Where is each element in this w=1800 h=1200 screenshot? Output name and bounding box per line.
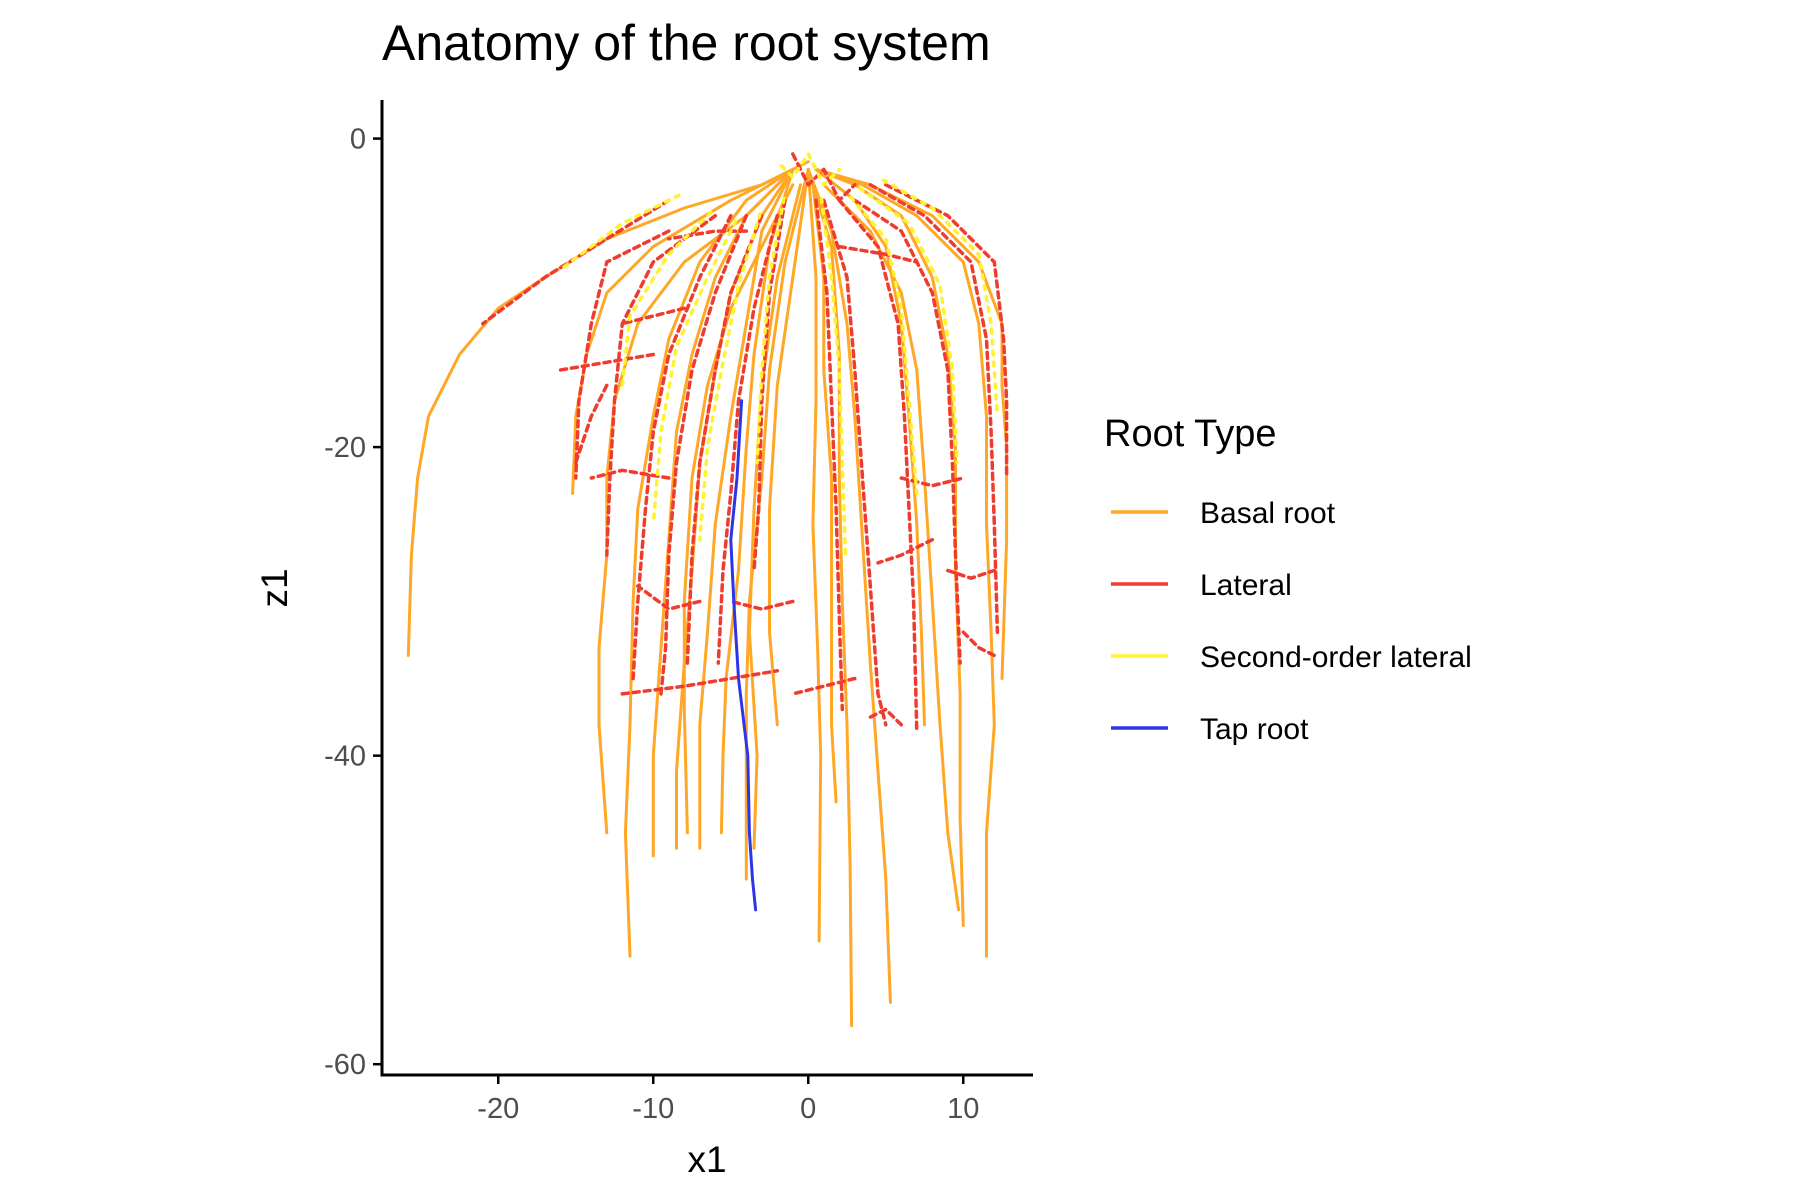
lateral-line <box>636 584 702 611</box>
legend-items: Basal root Lateral Second-order lateral Tap… <box>1111 497 1472 746</box>
lateral-line <box>574 229 671 480</box>
second-order-lateral-line <box>620 206 718 388</box>
y-tick-label: -20 <box>324 432 366 464</box>
legend-item-basal-root: Basal root <box>1111 497 1336 530</box>
lateral-line <box>752 198 787 573</box>
lateral-line <box>481 198 671 326</box>
basal-root-line <box>806 167 892 1004</box>
legend-label: Second-order lateral <box>1200 641 1472 674</box>
basal-root-line <box>698 167 795 850</box>
second-order-lateral-line <box>651 213 741 526</box>
tap-root-line <box>729 399 758 912</box>
legend-label: Lateral <box>1200 569 1292 602</box>
x-tick-label: -10 <box>632 1093 674 1125</box>
lateral-line <box>667 229 749 241</box>
lateral-line <box>899 476 966 488</box>
second-order-lateral-line <box>818 190 848 557</box>
legend-label: Tap root <box>1200 713 1309 746</box>
series-second-order-lateral <box>558 152 1000 557</box>
lateral-line <box>631 213 733 681</box>
basal-root-line <box>747 183 802 850</box>
series-tap-root <box>729 399 758 912</box>
plot-area <box>406 152 1009 1028</box>
legend-label: Basal root <box>1200 497 1336 530</box>
lateral-line <box>716 213 780 665</box>
x-axis-title: x1 <box>687 1139 726 1180</box>
basal-root-line <box>806 167 823 943</box>
second-order-lateral-line <box>698 206 764 542</box>
basal-root-line <box>814 167 996 958</box>
legend-title: Root Type <box>1104 413 1277 455</box>
lateral-line <box>868 707 904 727</box>
x-tick-label: 10 <box>947 1093 979 1125</box>
x-tick-label: -20 <box>477 1093 519 1125</box>
second-order-lateral-line <box>755 190 787 465</box>
second-order-lateral-line <box>775 152 842 187</box>
axis-ticks: -20 -10 0 10 0 -20 -40 -60 <box>324 124 979 1125</box>
legend-item-lateral: Lateral <box>1111 569 1292 602</box>
basal-root-line <box>768 167 810 727</box>
lateral-line <box>822 198 888 727</box>
y-tick-label: 0 <box>350 124 366 156</box>
second-order-lateral-line <box>845 190 919 496</box>
lateral-line <box>729 599 795 611</box>
lateral-line <box>814 198 845 712</box>
y-tick-label: -40 <box>324 741 366 773</box>
lateral-line <box>620 306 687 326</box>
basal-root-line <box>597 167 795 835</box>
lateral-line <box>876 537 935 565</box>
lateral-line <box>605 213 718 557</box>
lateral-line <box>558 352 656 372</box>
y-axis-title: z1 <box>254 568 295 607</box>
second-order-lateral-line <box>853 183 959 465</box>
basal-root-line <box>651 167 795 858</box>
basal-root-line <box>682 183 795 835</box>
series-lateral <box>481 152 1009 735</box>
chart-title: Anatomy of the root system <box>382 15 991 71</box>
series-basal-root <box>406 160 1009 1028</box>
basal-root-line <box>571 167 795 495</box>
lateral-line <box>837 244 919 264</box>
lateral-line <box>868 183 1000 634</box>
lateral-line <box>574 383 609 465</box>
lateral-line <box>946 568 997 580</box>
legend: Root Type Basal root Lateral Second-order … <box>1104 413 1472 746</box>
y-tick-label: -60 <box>324 1049 366 1081</box>
second-order-lateral-line <box>876 175 1000 419</box>
lateral-line <box>659 213 749 696</box>
lateral-line <box>791 676 857 696</box>
lateral-line <box>589 468 671 480</box>
legend-item-second-order-lateral: Second-order lateral <box>1111 641 1472 674</box>
lateral-line <box>791 152 857 203</box>
basal-root-line <box>806 167 854 1028</box>
basal-root-line <box>719 167 795 835</box>
lateral-line <box>961 630 997 658</box>
lateral-line <box>853 198 962 665</box>
lateral-line <box>685 213 764 665</box>
lateral-line <box>620 669 780 696</box>
lateral-line <box>837 198 919 735</box>
lateral-line <box>884 183 1009 480</box>
basal-root-line <box>406 160 810 657</box>
basal-root-line <box>744 167 810 881</box>
x-tick-label: 0 <box>800 1093 816 1125</box>
legend-item-tap-root: Tap root <box>1111 713 1309 746</box>
second-order-lateral-line <box>558 190 687 272</box>
